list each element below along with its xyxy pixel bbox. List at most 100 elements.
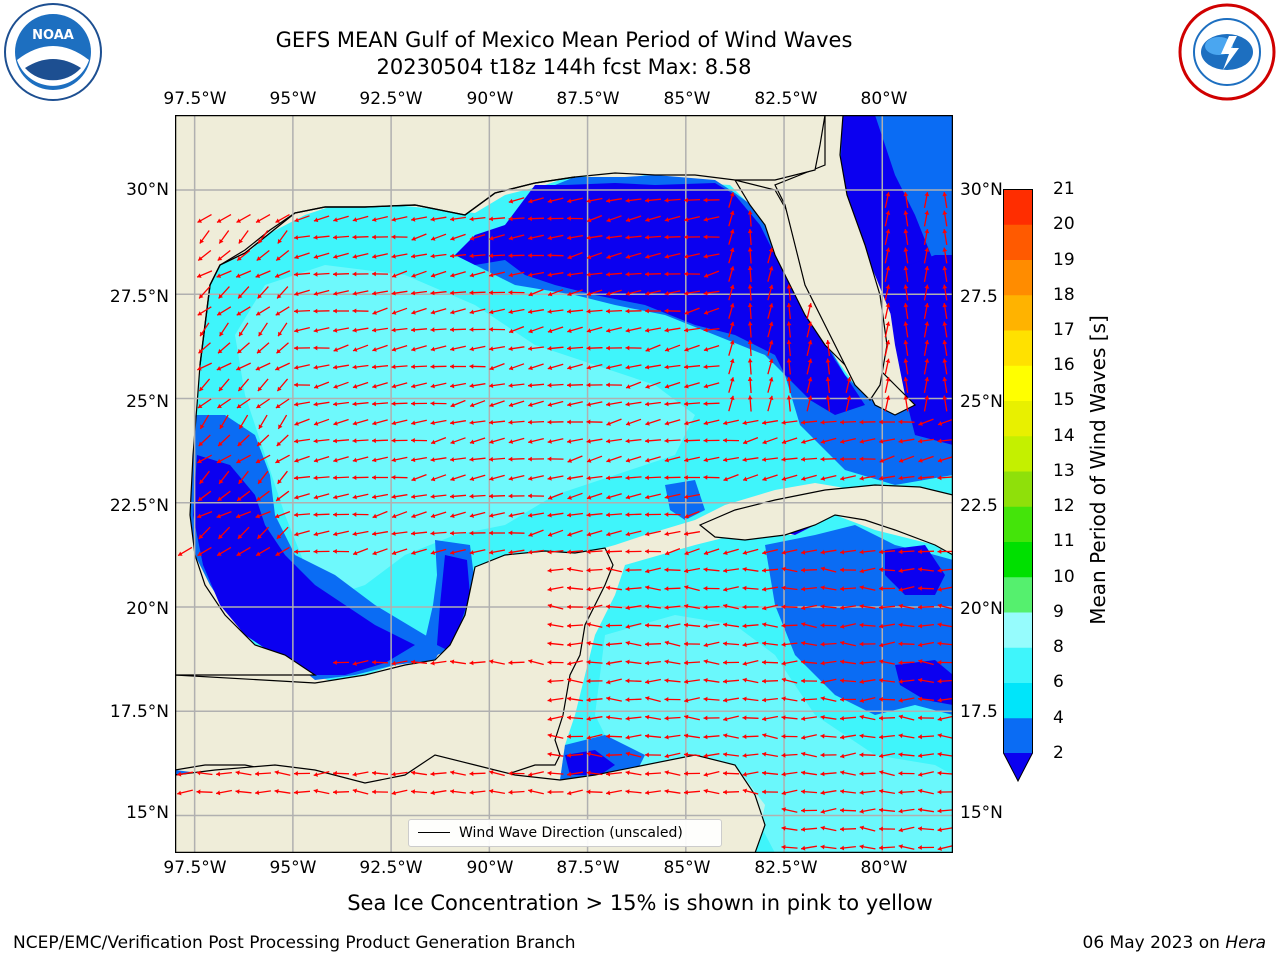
wave-direction-arrow bbox=[469, 474, 486, 481]
colorbar-segment bbox=[1003, 576, 1033, 613]
wave-direction-arrow bbox=[449, 290, 467, 296]
wave-direction-arrow bbox=[645, 660, 661, 666]
colorbar-segment bbox=[1003, 506, 1033, 542]
wave-direction-arrow bbox=[645, 456, 661, 463]
wave-direction-arrow bbox=[199, 414, 210, 430]
wave-direction-arrow bbox=[820, 771, 837, 777]
wave-direction-arrow bbox=[430, 790, 447, 796]
wave-direction-arrow bbox=[937, 697, 953, 703]
wave-direction-arrow bbox=[898, 585, 915, 592]
wave-direction-arrow bbox=[839, 716, 857, 721]
wave-direction-arrow bbox=[937, 455, 953, 463]
colorbar-tick-label: 8 bbox=[1053, 637, 1064, 657]
wave-direction-arrow bbox=[786, 376, 792, 394]
wave-direction-arrow bbox=[664, 475, 681, 480]
wave-direction-arrow bbox=[199, 470, 210, 485]
wave-direction-arrow bbox=[728, 303, 735, 319]
wave-direction-arrow bbox=[728, 321, 735, 338]
wave-direction-arrow bbox=[800, 659, 818, 665]
wave-direction-arrow bbox=[508, 216, 525, 222]
wave-direction-arrow bbox=[625, 549, 642, 554]
wave-direction-arrow bbox=[664, 678, 681, 683]
wave-direction-arrow bbox=[937, 808, 953, 814]
wave-direction-arrow bbox=[332, 364, 350, 370]
wave-direction-arrow bbox=[625, 493, 642, 500]
wave-direction-arrow bbox=[937, 622, 953, 628]
wave-direction-arrow bbox=[742, 696, 759, 702]
wave-direction-arrow bbox=[488, 456, 506, 462]
wave-direction-arrow bbox=[605, 401, 623, 407]
wave-direction-arrow bbox=[625, 381, 642, 389]
wave-direction-arrow bbox=[923, 321, 930, 338]
wave-direction-arrow bbox=[237, 286, 250, 299]
wave-direction-arrow bbox=[884, 192, 891, 208]
colorbar-segment bbox=[1003, 541, 1033, 578]
wave-direction-arrow bbox=[878, 586, 896, 591]
wave-direction-arrow bbox=[333, 493, 349, 500]
wave-direction-arrow bbox=[566, 734, 584, 739]
wave-direction-arrow bbox=[469, 308, 486, 315]
wave-direction-arrow bbox=[294, 326, 310, 333]
wave-direction-arrow bbox=[840, 845, 856, 851]
wave-direction-arrow bbox=[644, 234, 662, 240]
wave-direction-arrow bbox=[410, 327, 428, 333]
wave-direction-arrow bbox=[293, 475, 311, 481]
wave-direction-arrow bbox=[547, 789, 564, 795]
wave-direction-arrow bbox=[527, 493, 545, 499]
wave-direction-arrow bbox=[625, 716, 642, 721]
wave-direction-arrow bbox=[255, 270, 271, 278]
wave-direction-arrow bbox=[352, 475, 369, 480]
wave-direction-arrow bbox=[449, 420, 467, 425]
wave-direction-arrow bbox=[508, 530, 525, 536]
wave-direction-arrow bbox=[256, 490, 270, 502]
map-legend: Wind Wave Direction (unscaled) bbox=[408, 819, 722, 847]
colorbar-segment bbox=[1003, 612, 1033, 648]
wave-direction-arrow bbox=[567, 455, 583, 463]
wave-direction-arrow bbox=[254, 771, 272, 777]
colorbar-tick-label: 12 bbox=[1053, 496, 1075, 516]
wave-direction-arrow bbox=[391, 401, 408, 407]
wave-direction-arrow bbox=[257, 470, 269, 485]
wave-direction-arrow bbox=[508, 771, 525, 776]
wave-direction-arrow bbox=[839, 826, 857, 832]
wave-direction-arrow bbox=[806, 303, 813, 319]
wave-direction-arrow bbox=[371, 659, 389, 665]
wave-direction-arrow bbox=[879, 419, 895, 425]
wave-direction-arrow bbox=[878, 788, 896, 795]
wave-direction-arrow bbox=[236, 214, 251, 223]
wave-direction-arrow bbox=[391, 253, 408, 259]
wave-direction-arrow bbox=[586, 272, 603, 277]
lon-tick-label: 82.5°W bbox=[754, 89, 818, 109]
wave-direction-arrow bbox=[878, 623, 896, 629]
wave-direction-arrow bbox=[898, 697, 915, 703]
wave-direction-arrow bbox=[684, 253, 700, 259]
wave-direction-arrow bbox=[197, 214, 212, 223]
wave-direction-arrow bbox=[371, 493, 389, 500]
wave-direction-arrow bbox=[742, 548, 759, 555]
wave-direction-arrow bbox=[198, 378, 211, 392]
wave-direction-arrow bbox=[884, 284, 891, 301]
wave-direction-arrow bbox=[644, 327, 662, 333]
wave-direction-arrow bbox=[820, 623, 837, 628]
wave-direction-arrow bbox=[800, 567, 818, 573]
wave-direction-arrow bbox=[275, 214, 290, 223]
wave-direction-arrow bbox=[840, 640, 856, 647]
wave-direction-arrow bbox=[586, 235, 603, 240]
wave-direction-arrow bbox=[645, 567, 661, 574]
colorbar-segment bbox=[1003, 400, 1033, 437]
wave-direction-arrow bbox=[918, 455, 934, 463]
wave-direction-arrow bbox=[898, 714, 915, 721]
wave-direction-arrow bbox=[469, 660, 486, 666]
wave-direction-arrow bbox=[684, 714, 700, 721]
wave-direction-arrow bbox=[683, 401, 701, 407]
wave-direction-arrow bbox=[839, 586, 857, 592]
wave-direction-arrow bbox=[196, 270, 213, 278]
wave-direction-arrow bbox=[313, 770, 330, 777]
wave-direction-arrow bbox=[586, 197, 603, 204]
wave-direction-arrow bbox=[410, 531, 428, 536]
wave-direction-arrow bbox=[508, 271, 525, 278]
wave-direction-arrow bbox=[469, 530, 486, 536]
wave-direction-arrow bbox=[728, 247, 735, 264]
lat-tick-label: 22.5 bbox=[960, 496, 998, 516]
lat-tick-label: 22.5°N bbox=[109, 496, 169, 516]
